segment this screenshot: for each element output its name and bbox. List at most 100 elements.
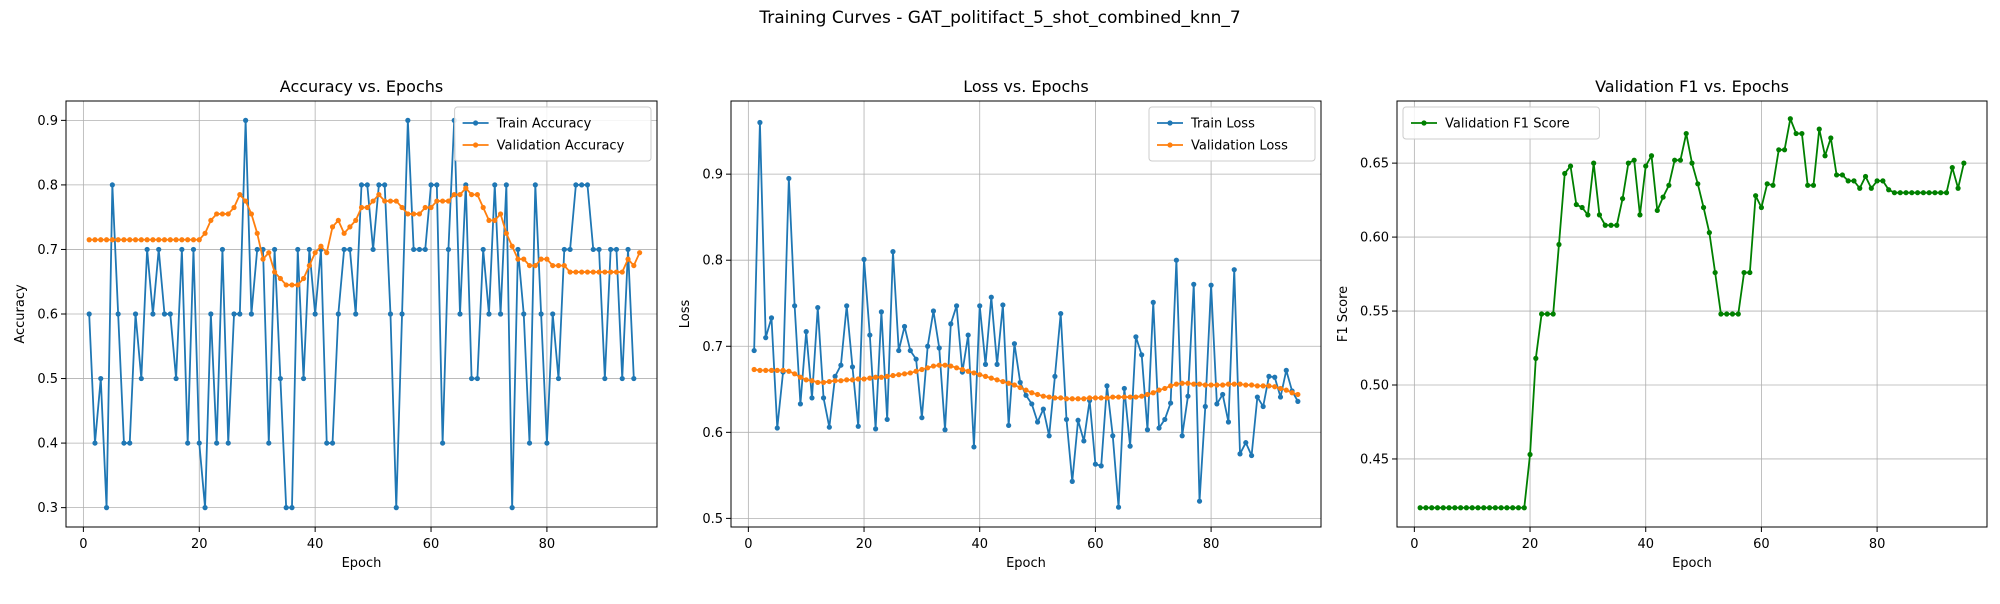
data-point — [797, 374, 804, 380]
data-point — [445, 198, 452, 204]
data-point — [1260, 383, 1266, 389]
data-point — [486, 217, 492, 224]
data-point — [399, 204, 405, 211]
data-point — [144, 237, 150, 243]
data-point — [1058, 395, 1064, 401]
data-point — [138, 375, 144, 382]
data-point — [855, 376, 861, 382]
data-point — [1168, 400, 1174, 406]
data-point — [515, 246, 521, 253]
data-point — [786, 368, 792, 374]
data-point — [1753, 193, 1759, 199]
data-point — [393, 198, 399, 204]
data-point — [1173, 381, 1179, 387]
data-point — [550, 262, 556, 269]
axes-frame — [1396, 100, 1988, 528]
data-point — [353, 311, 359, 317]
data-point — [451, 191, 457, 198]
data-point — [1202, 403, 1208, 410]
data-point — [820, 395, 827, 401]
data-point — [982, 361, 989, 367]
data-point — [751, 366, 757, 373]
data-point — [1822, 153, 1828, 159]
data-point — [832, 373, 838, 379]
data-point — [1133, 394, 1139, 400]
data-point — [486, 311, 492, 317]
data-point — [555, 375, 562, 382]
data-point — [1527, 451, 1533, 458]
data-point — [1289, 390, 1295, 396]
data-point — [1023, 392, 1029, 398]
data-point — [324, 440, 330, 446]
axes-frame — [730, 100, 1322, 528]
data-point — [1417, 505, 1423, 511]
data-point — [1017, 379, 1023, 386]
y-tick-label: 0.6 — [37, 308, 58, 323]
data-point — [173, 237, 179, 243]
legend-label: Train Accuracy — [496, 117, 592, 132]
data-point — [382, 198, 388, 204]
data-point — [283, 282, 289, 288]
data-point — [1961, 160, 1967, 166]
y-axis-label: Loss — [678, 300, 693, 329]
data-point — [896, 372, 902, 378]
data-point — [1295, 398, 1301, 404]
data-point — [1098, 463, 1104, 469]
data-point — [98, 237, 104, 243]
data-point — [1440, 505, 1446, 511]
data-point — [1272, 384, 1278, 390]
data-point — [1237, 381, 1243, 387]
data-point — [167, 237, 173, 243]
data-point — [150, 237, 156, 243]
data-point — [873, 374, 879, 380]
data-point — [167, 311, 173, 317]
data-point — [1851, 178, 1857, 184]
data-point — [913, 356, 919, 362]
data-point — [538, 311, 544, 317]
figure-suptitle: Training Curves - GAT_politifact_5_shot_… — [759, 8, 1241, 28]
data-point — [625, 256, 631, 262]
data-point — [1029, 401, 1035, 407]
data-point — [509, 505, 515, 511]
data-point — [861, 256, 867, 262]
y-axis-label: Accuracy — [13, 284, 28, 344]
data-point — [631, 262, 637, 269]
data-point — [613, 246, 620, 253]
data-point — [780, 367, 786, 373]
legend-label: Train Loss — [1190, 117, 1255, 132]
y-tick-label: 0.55 — [1360, 305, 1389, 320]
data-point — [115, 237, 121, 243]
data-point — [590, 246, 596, 253]
data-point — [1133, 334, 1139, 340]
data-point — [1011, 382, 1018, 388]
data-point — [994, 377, 1000, 383]
data-point — [1498, 505, 1504, 511]
data-point — [121, 440, 127, 446]
data-point — [370, 246, 376, 253]
y-tick-label: 0.60 — [1360, 231, 1389, 246]
data-point — [179, 237, 185, 243]
data-point — [509, 243, 515, 249]
data-point — [1729, 311, 1736, 317]
x-axis-label: Epoch — [342, 556, 382, 571]
data-point — [942, 427, 948, 433]
data-point — [503, 230, 509, 236]
data-point — [324, 250, 330, 256]
data-point — [936, 362, 942, 368]
legend-swatch-marker — [1421, 120, 1427, 126]
data-point — [1075, 396, 1081, 402]
data-point — [1231, 267, 1237, 273]
data-point — [457, 311, 463, 317]
data-point — [1272, 374, 1278, 380]
data-point — [1295, 391, 1301, 398]
data-point — [907, 347, 913, 354]
chart-panel-2: 0 20 40 60 80 0.5 0.6 0.7 0.8 0.9 Loss vs. Epochs E… — [678, 77, 1322, 571]
data-point — [115, 311, 121, 317]
data-point — [1909, 190, 1915, 196]
data-point — [109, 237, 115, 243]
data-point — [300, 275, 307, 282]
data-point — [1434, 505, 1441, 511]
data-point — [1706, 230, 1712, 236]
data-point — [289, 505, 295, 511]
